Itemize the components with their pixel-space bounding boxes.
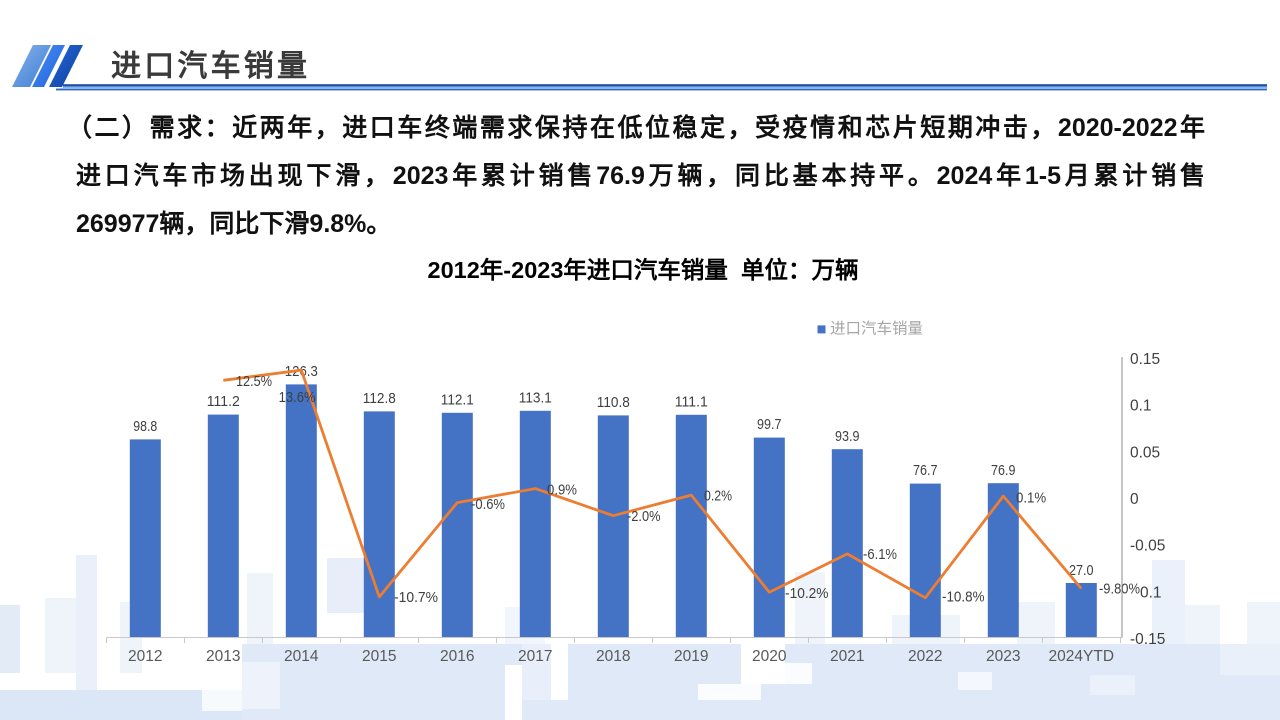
- svg-text:2012: 2012: [128, 648, 162, 665]
- svg-text:112.1: 112.1: [441, 393, 474, 409]
- svg-text:2021: 2021: [830, 648, 864, 665]
- svg-text:76.7: 76.7: [913, 463, 938, 479]
- svg-text:0.15: 0.15: [1130, 351, 1160, 368]
- svg-text:2020: 2020: [752, 648, 787, 665]
- svg-text:-10.7%: -10.7%: [394, 590, 438, 606]
- svg-text:2019: 2019: [674, 648, 708, 665]
- svg-text:0.1%: 0.1%: [1016, 491, 1046, 507]
- svg-text:76.9: 76.9: [991, 463, 1016, 479]
- svg-text:2018: 2018: [596, 648, 630, 665]
- svg-text:111.2: 111.2: [207, 394, 240, 410]
- svg-text:2014: 2014: [284, 648, 319, 665]
- svg-text:-6.1%: -6.1%: [863, 547, 897, 563]
- svg-text:0.1: 0.1: [1130, 398, 1152, 415]
- svg-text:110.8: 110.8: [597, 395, 630, 411]
- svg-text:2024YTD: 2024YTD: [1049, 648, 1114, 665]
- svg-text:进口汽车销量: 进口汽车销量: [830, 320, 923, 338]
- svg-text:113.1: 113.1: [519, 391, 552, 407]
- svg-text:13.6%: 13.6%: [279, 390, 316, 406]
- svg-text:111.1: 111.1: [675, 395, 708, 411]
- svg-text:-10.2%: -10.2%: [785, 586, 829, 602]
- svg-text:0: 0: [1130, 491, 1139, 508]
- svg-text:2017: 2017: [518, 648, 552, 665]
- svg-text:-0.05: -0.05: [1130, 538, 1165, 555]
- svg-text:0.2%: 0.2%: [704, 489, 732, 505]
- svg-text:-10.8%: -10.8%: [942, 590, 985, 606]
- svg-text:2023: 2023: [986, 648, 1020, 665]
- svg-text:112.8: 112.8: [363, 391, 396, 407]
- svg-text:-9.80%: -9.80%: [1099, 582, 1140, 598]
- svg-text:0.1: 0.1: [1140, 584, 1162, 601]
- svg-text:2016: 2016: [440, 648, 474, 665]
- svg-text:-0.6%: -0.6%: [471, 497, 505, 513]
- svg-text:0.9%: 0.9%: [547, 483, 577, 499]
- svg-text:0.05: 0.05: [1130, 444, 1160, 461]
- svg-text:99.7: 99.7: [757, 417, 782, 433]
- svg-text:2013: 2013: [206, 648, 240, 665]
- svg-text:2022: 2022: [908, 648, 942, 665]
- svg-text:98.8: 98.8: [133, 419, 157, 435]
- svg-text:-2.0%: -2.0%: [627, 509, 661, 525]
- svg-text:27.0: 27.0: [1069, 563, 1094, 579]
- svg-text:12.5%: 12.5%: [236, 374, 272, 390]
- svg-text:93.9: 93.9: [835, 429, 860, 445]
- svg-text:2015: 2015: [362, 648, 396, 665]
- svg-text:-0.15: -0.15: [1130, 631, 1165, 648]
